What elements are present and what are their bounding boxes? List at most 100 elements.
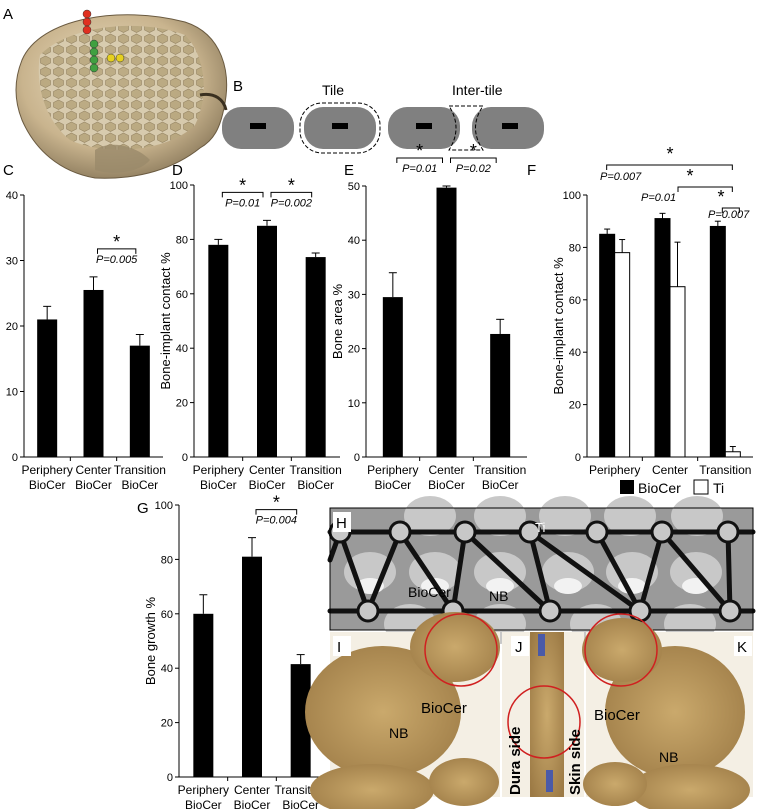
panel-letter-bg	[333, 636, 351, 656]
biocer-tile	[630, 764, 750, 809]
y-tick-label: 60	[176, 289, 188, 301]
x-tick-label: Center	[428, 463, 464, 477]
bar	[490, 333, 511, 457]
ti-section	[546, 770, 553, 792]
panel-letter-j: J	[515, 639, 523, 656]
tile-marker	[250, 123, 266, 129]
label-biocer: BioCer	[408, 584, 451, 600]
significance-star: *	[113, 232, 120, 252]
highlight-circle	[424, 613, 498, 687]
significance-star: *	[239, 175, 246, 195]
biocer-tiles	[344, 496, 723, 644]
panel-letter-bg	[511, 636, 529, 656]
bone-region	[486, 578, 514, 594]
p-value: P=0.02	[456, 163, 491, 175]
panel-letter-a: A	[3, 6, 13, 23]
bar	[436, 187, 457, 457]
x-tick-label: Center	[75, 463, 111, 477]
x-tick-label: Transition	[290, 463, 342, 477]
y-tick-label: 80	[161, 554, 173, 566]
ti-node	[453, 520, 477, 544]
marker-dot	[89, 63, 99, 73]
significance-bracket	[721, 207, 740, 213]
legend-f: BioCer Ti	[620, 479, 724, 496]
marker-dot	[82, 25, 92, 35]
marker-dot	[89, 39, 99, 49]
y-tick-label: 0	[354, 452, 360, 464]
x-tick-label: Periphery	[367, 463, 418, 477]
biocer-tile	[305, 646, 461, 778]
bar	[257, 225, 277, 457]
x-tick-label: Transition	[114, 463, 166, 477]
y-tick-label: 20	[161, 718, 173, 730]
ti-strut	[725, 529, 733, 614]
legend-swatch-ti	[693, 479, 709, 495]
legend-label-ti: Ti	[713, 480, 724, 496]
p-value: P=0.007	[708, 209, 750, 221]
biocer-tile	[671, 496, 723, 536]
p-value: P=0.007	[600, 171, 642, 183]
legend-swatch-biocer	[620, 480, 634, 494]
y-axis-label: Bone area %	[330, 283, 345, 359]
p-value: P=0.002	[271, 197, 312, 209]
panel-i: I BioCer NB	[305, 612, 500, 809]
panel-letter-c: C	[3, 162, 14, 179]
ti-node	[718, 599, 742, 623]
marker-dot	[115, 53, 125, 63]
p-value: P=0.005	[96, 254, 138, 266]
significance-star: *	[666, 144, 673, 164]
bone-region	[554, 578, 582, 594]
x-tick-label: BioCer	[200, 478, 237, 492]
ti-strut	[397, 529, 456, 614]
intertile-label: Inter-tile	[452, 82, 503, 98]
y-tick-label: 60	[569, 295, 581, 307]
significance-bracket	[450, 157, 497, 163]
y-tick-label: 0	[12, 452, 18, 464]
biocer-tile	[404, 496, 456, 536]
x-tick-label: BioCer	[249, 478, 286, 492]
biocer-tile	[539, 496, 591, 536]
tile-marker	[416, 123, 432, 129]
biocer-tile	[310, 764, 434, 809]
ti-node	[628, 599, 652, 623]
tile-label: Tile	[322, 82, 344, 98]
x-tick-label: BioCer	[185, 798, 222, 809]
label-dura-side: Dura side	[507, 727, 524, 795]
biocer-tile	[605, 646, 745, 778]
significance-bracket	[97, 248, 137, 254]
sampling-markers	[82, 9, 125, 73]
label-nb: NB	[489, 588, 508, 604]
biocer-tile	[474, 552, 526, 592]
significance-bracket	[255, 509, 298, 515]
ti-strut	[659, 529, 733, 614]
bar	[208, 244, 229, 457]
ti-strut	[637, 529, 665, 614]
tile-pair	[388, 105, 544, 151]
biocer-tile	[474, 496, 526, 536]
significance-star: *	[686, 166, 693, 186]
significance-bracket	[396, 157, 443, 163]
biocer-tile	[606, 552, 658, 592]
y-tick-label: 40	[161, 663, 173, 675]
y-tick-label: 20	[176, 398, 188, 410]
x-tick-label: BioCer	[374, 478, 411, 492]
y-tick-label: 0	[167, 772, 173, 784]
y-tick-label: 40	[6, 190, 18, 202]
y-tick-label: 30	[348, 289, 360, 301]
ti-node	[388, 520, 412, 544]
significance-bracket	[677, 186, 733, 192]
y-tick-label: 80	[569, 242, 581, 254]
y-tick-label: 20	[348, 344, 360, 356]
panel-b: B Tile Inter-tile	[222, 78, 544, 154]
p-value: P=0.01	[402, 163, 437, 175]
x-tick-label: Center	[652, 463, 688, 477]
y-tick-label: 80	[176, 234, 188, 246]
significance-star: *	[717, 187, 724, 207]
y-tick-label: 60	[161, 609, 173, 621]
bar-biocer	[599, 233, 616, 458]
x-tick-label: BioCer	[428, 478, 465, 492]
label-nb: NB	[389, 725, 408, 741]
label-biocer: BioCer	[421, 700, 467, 717]
bar	[382, 297, 403, 457]
